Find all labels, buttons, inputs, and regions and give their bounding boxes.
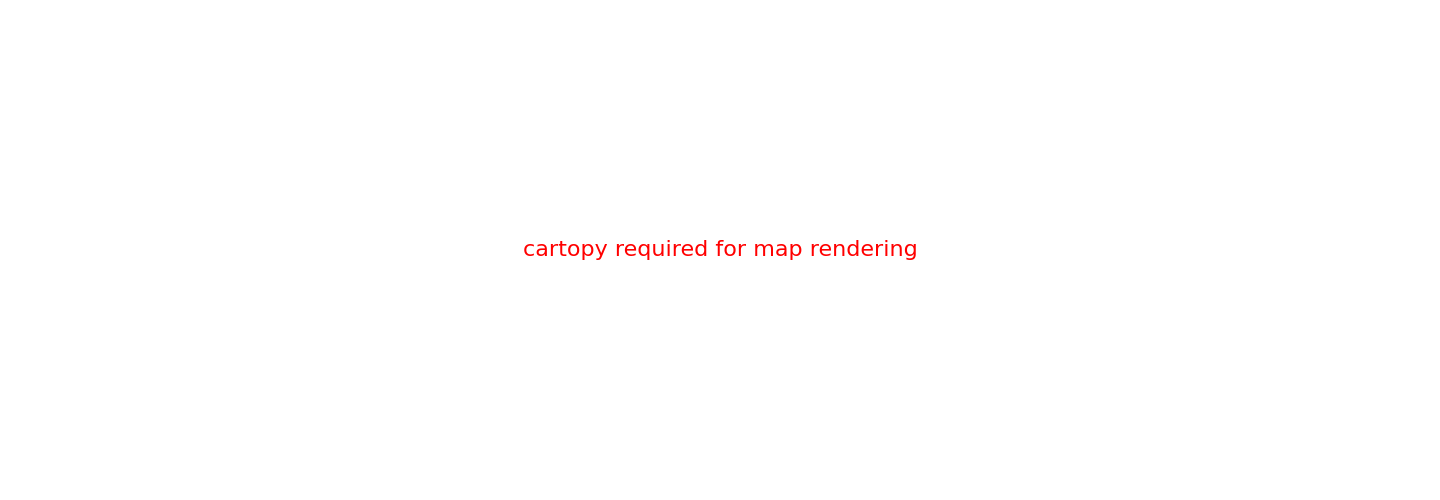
Text: cartopy required for map rendering: cartopy required for map rendering <box>523 240 917 260</box>
